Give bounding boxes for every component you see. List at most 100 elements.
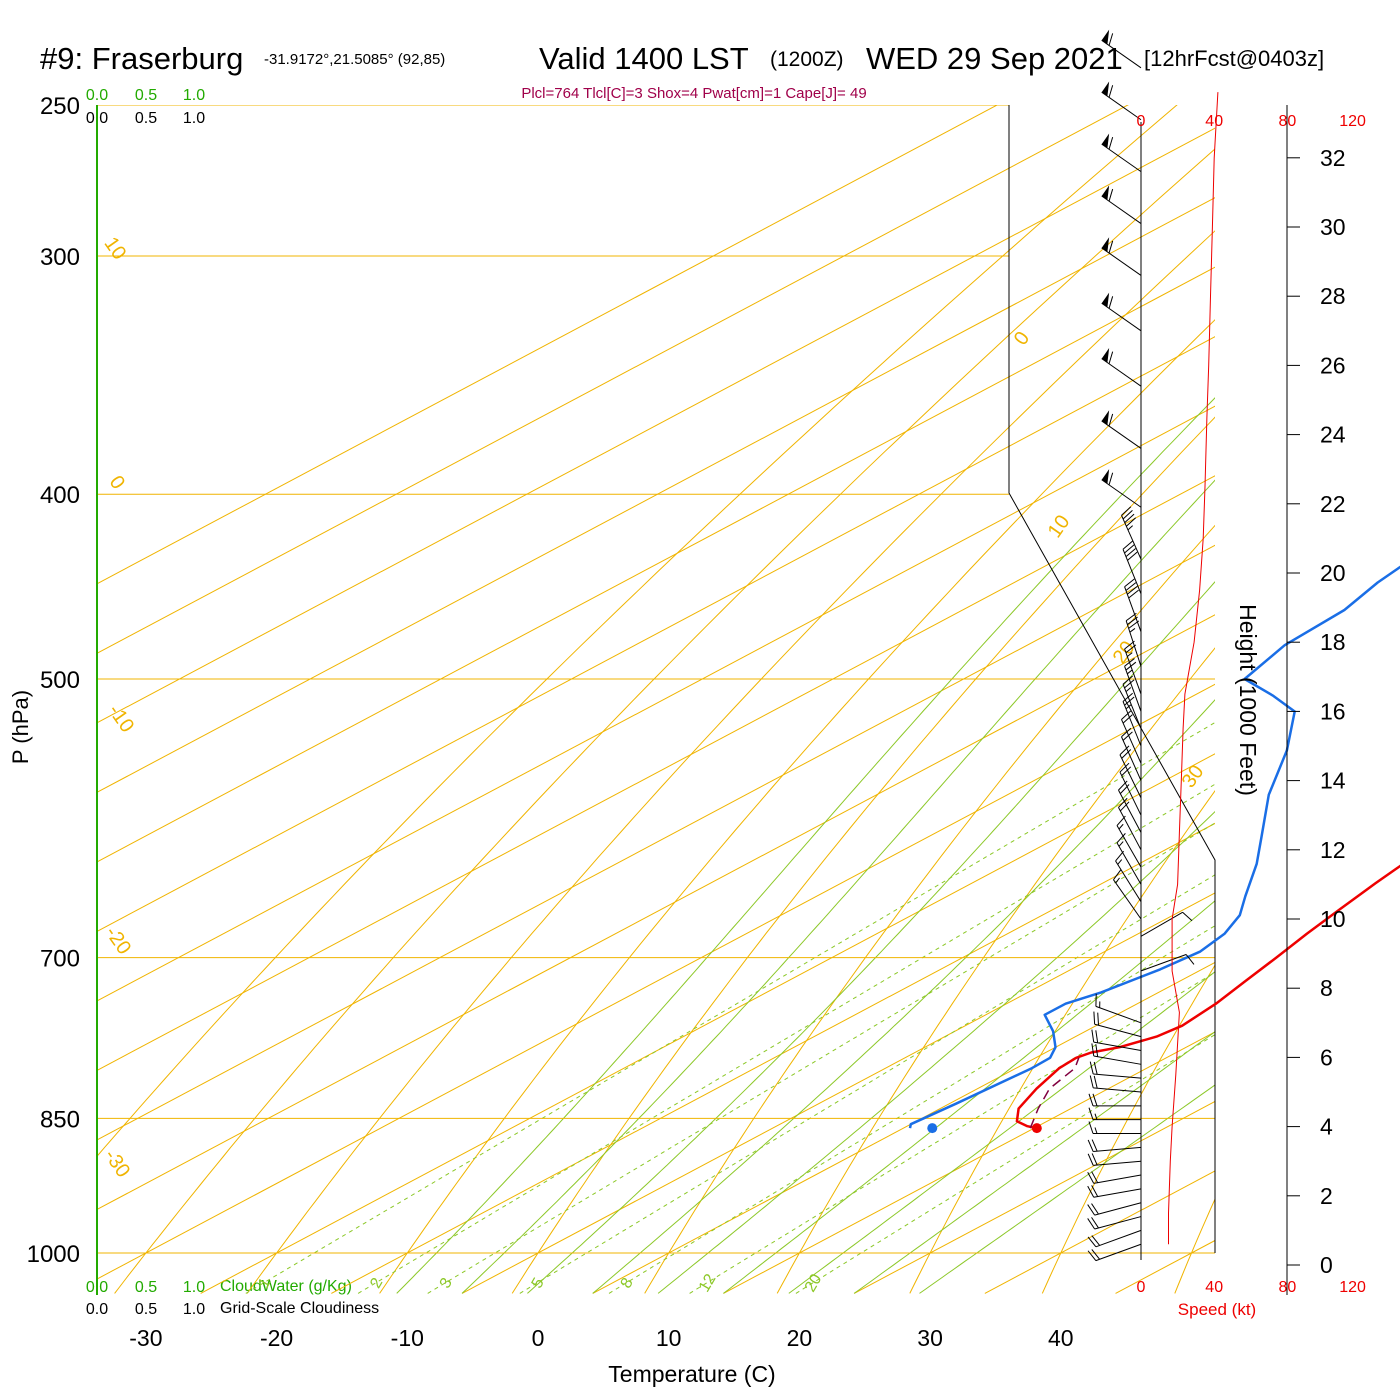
height-tick-label: 26 (1320, 352, 1346, 378)
speed-axis-label: Speed (kt) (1178, 1300, 1256, 1319)
wind-barb (1121, 727, 1142, 781)
wind-barb-staff (1093, 1160, 1142, 1166)
wind-barb-feather (1097, 1012, 1099, 1026)
cloud-scale-tick: 1.0 (183, 87, 205, 104)
wind-barb-feather (1088, 1093, 1094, 1106)
cloud-scale-tick: 0.5 (135, 1279, 157, 1296)
speed-tick-top: 120 (1339, 113, 1366, 130)
plot-right-boundary (1008, 105, 1216, 1253)
wind-barb (1088, 1093, 1141, 1107)
wind-barb-half-feather (1129, 628, 1136, 633)
temperature-tick-label: 0 (532, 1325, 545, 1351)
temperature-axis: -30 -20 -10 0 10 20 30 40 (129, 1325, 1073, 1351)
wind-barb-staff (1094, 1202, 1142, 1216)
moist-adiabat-line (919, 1084, 1215, 1294)
wind-barb-flag (1101, 347, 1110, 363)
wind-barb-feather (1108, 472, 1114, 486)
wind-barb-staff (1118, 789, 1142, 833)
wind-barb-feather (1091, 1249, 1101, 1260)
wind-barb-feather (1091, 1153, 1098, 1166)
height-tick-label: 14 (1320, 768, 1346, 794)
dry-adiabat-line (379, 319, 1215, 1294)
wind-barb (1091, 1029, 1142, 1051)
speed-tick-top: 0 (1137, 113, 1146, 130)
wind-barb-feather (1119, 784, 1130, 794)
height-tick-label: 20 (1320, 560, 1346, 586)
wind-barb (1115, 850, 1142, 902)
isotherm-label: -30 (100, 1145, 135, 1181)
pressure-axis-label: P (hPa) (8, 690, 33, 764)
wind-barb-staff (1140, 911, 1183, 937)
wind-barb-feather (1108, 240, 1114, 254)
wind-barb-staff (1124, 666, 1142, 712)
wind-barb-feather (1093, 1075, 1098, 1089)
pressure-tick-label: 700 (40, 946, 80, 973)
wind-barb-flag (1101, 133, 1110, 149)
wind-barb (1089, 1075, 1142, 1093)
wind-barb-staff (1093, 1055, 1142, 1065)
wind-barb-feather (1108, 351, 1114, 364)
wind-barb (1087, 1153, 1142, 1166)
wind-barb-feather (1091, 1185, 1099, 1197)
wind-barb (1124, 578, 1142, 632)
height-tick-label: 32 (1320, 145, 1346, 171)
wind-barb (1118, 797, 1142, 851)
wind-barb-feather (1121, 749, 1132, 759)
wind-barb-feather (1127, 585, 1138, 595)
wind-barb-feather (1122, 510, 1133, 520)
moist-adiabat-line (788, 971, 1215, 1294)
wind-barb (1113, 869, 1142, 920)
wind-barb (1095, 993, 1142, 1024)
isotherm-line (97, 197, 1215, 793)
cloud-scale-tick: 1.0 (183, 1279, 205, 1296)
wind-barb-half-feather (1125, 704, 1132, 710)
mixing-ratio-label: 12 (696, 1271, 720, 1295)
wind-barb-feather (1088, 1107, 1094, 1120)
height-tick-label: 8 (1320, 975, 1333, 1001)
wind-barb-half-feather (1127, 525, 1133, 531)
cloudiness-scale-top: 0.0 0.5 1.0 (86, 110, 205, 127)
wind-barb (1101, 347, 1142, 387)
mixing-ratio-label: 20 (802, 1271, 826, 1295)
wind-barb (1087, 1243, 1142, 1262)
wind-barb-feather (1095, 1030, 1099, 1043)
dry-adiabat-line (97, 105, 1178, 1158)
wind-barb-feather (1124, 544, 1135, 554)
height-tick-label: 30 (1320, 214, 1346, 240)
mixing-ratio-label: 3 (437, 1275, 456, 1291)
mixing-ratio-line (357, 783, 1215, 1294)
wind-barb-feather (1087, 1139, 1094, 1152)
pressure-tick-label: 500 (40, 667, 80, 694)
mixing-ratio-label: 2 (367, 1275, 386, 1291)
height-axis-label: Height (1000 Feet) (1235, 604, 1261, 796)
wind-barb (1101, 469, 1142, 508)
wind-barb-feather (1119, 762, 1130, 773)
wind-barb-feather (1185, 954, 1195, 965)
wind-barb-feather (1087, 1236, 1097, 1248)
dry-adiabat-line (114, 148, 1215, 1294)
wind-barb (1088, 1107, 1141, 1121)
wind-barb (1091, 1043, 1142, 1065)
wind-barb (1101, 292, 1142, 332)
stability-indices: Plcl=764 Tlcl[C]=3 Shox=4 Pwat[cm]=1 Cap… (521, 85, 866, 102)
moist-adiabat-lines (396, 397, 1215, 1294)
wind-barb-staff (1121, 719, 1142, 764)
wind-barb-feather (1122, 540, 1133, 550)
wind-barb (1088, 1121, 1141, 1135)
isotherm-label: 10 (1044, 511, 1075, 542)
isobar-lines (97, 105, 1215, 1254)
temperature-axis-label: Temperature (C) (608, 1361, 775, 1387)
speed-tick-bottom: 40 (1205, 1279, 1223, 1296)
wind-barb-flag (1101, 29, 1110, 45)
isotherm-line (97, 127, 1215, 724)
wind-barb-staff (1121, 736, 1142, 781)
mixing-ratio-line (519, 874, 1215, 1294)
wind-barb-half-feather (1115, 877, 1120, 884)
isotherm-line (592, 961, 1215, 1294)
wind-barb-staff (1119, 754, 1142, 799)
wind-barb-staff (1101, 420, 1142, 449)
isotherm-label: -20 (101, 922, 136, 958)
moist-adiabat-line (723, 900, 1215, 1294)
